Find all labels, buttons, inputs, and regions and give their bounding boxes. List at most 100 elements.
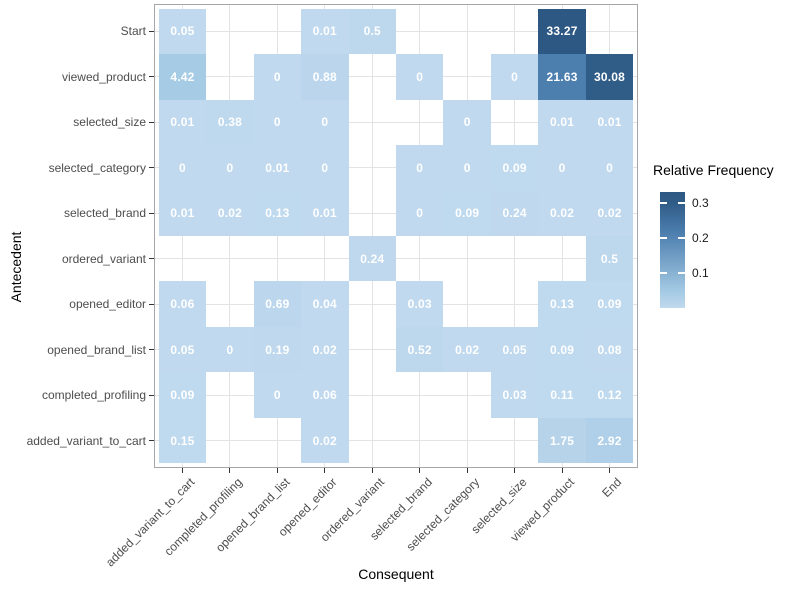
heatmap-cell: 0.02 bbox=[443, 326, 491, 373]
gridline bbox=[154, 30, 638, 32]
gridline bbox=[419, 4, 421, 468]
heatmap-cell: 0.03 bbox=[396, 281, 444, 327]
heatmap-cell: 4.42 bbox=[158, 54, 207, 100]
y-tick-label: completed_profiling bbox=[41, 388, 146, 403]
heatmap-cell: 0.5 bbox=[585, 236, 634, 282]
heatmap-cell: 0.13 bbox=[253, 190, 302, 236]
heatmap-cell: 0.01 bbox=[158, 190, 207, 236]
heatmap-cell: 0.05 bbox=[158, 326, 207, 373]
heatmap-cell: 2.92 bbox=[585, 417, 634, 464]
gridline bbox=[181, 4, 183, 468]
heatmap-cell: 0.02 bbox=[301, 417, 349, 464]
heatmap-cell: 0 bbox=[396, 54, 444, 100]
heatmap-cell: 0.09 bbox=[538, 326, 586, 373]
heatmap-cell: 0.88 bbox=[301, 54, 349, 100]
heatmap-cell: 0.09 bbox=[490, 145, 539, 191]
heatmap-cell: 0.03 bbox=[490, 372, 539, 418]
heatmap-cell: 0 bbox=[443, 99, 491, 145]
x-tick-mark bbox=[466, 468, 468, 473]
heatmap-cell: 0 bbox=[396, 145, 444, 191]
heatmap-cell: 0.06 bbox=[301, 372, 349, 418]
x-tick-mark bbox=[371, 468, 373, 473]
heatmap-cell: 0 bbox=[301, 99, 349, 145]
legend-tick-label: 0.3 bbox=[692, 196, 709, 211]
y-tick-mark bbox=[149, 30, 154, 32]
heatmap-cell: 0.24 bbox=[490, 190, 539, 236]
y-tick-label: opened_brand_list bbox=[47, 342, 146, 357]
heatmap-cell: 0.15 bbox=[158, 417, 207, 464]
legend: Relative Frequency 0.3 0.2 0.1 bbox=[646, 160, 796, 320]
heatmap-cell: 0.02 bbox=[206, 190, 254, 236]
legend-tick-mark bbox=[678, 237, 685, 240]
legend-colorbar bbox=[660, 192, 685, 308]
heatmap-cell: 0 bbox=[253, 99, 302, 145]
heatmap-cell: 0.02 bbox=[301, 326, 349, 373]
x-tick-label: End bbox=[599, 475, 625, 501]
plot-panel: 0.05 0.01 0.5 33.27 4.42 0 0.88 0 0 21.63 30.08 0.0… bbox=[154, 4, 638, 468]
heatmap-cell: 0.01 bbox=[253, 145, 302, 191]
heatmap-cell: 0.01 bbox=[301, 8, 349, 55]
heatmap-cell: 0 bbox=[585, 145, 634, 191]
heatmap-cell: 0.08 bbox=[585, 326, 634, 373]
x-tick-mark bbox=[229, 468, 231, 473]
legend-tick-mark bbox=[660, 202, 667, 205]
heatmap-cell: 0.19 bbox=[253, 326, 302, 373]
heatmap-cell: 0 bbox=[301, 145, 349, 191]
gridline bbox=[276, 4, 278, 468]
legend-tick-mark bbox=[660, 237, 667, 240]
heatmap-cell: 0 bbox=[206, 326, 254, 373]
y-tick-mark bbox=[149, 121, 154, 123]
heatmap-cell: 0.12 bbox=[585, 372, 634, 418]
x-tick-label: added_variant_to_cart bbox=[103, 475, 198, 570]
y-tick-mark bbox=[149, 349, 154, 351]
y-tick-mark bbox=[149, 167, 154, 169]
heatmap-cell: 0.11 bbox=[538, 372, 586, 418]
x-tick-mark bbox=[419, 468, 421, 473]
y-tick-label: ordered_variant bbox=[61, 251, 146, 266]
heatmap-cell: 0.13 bbox=[538, 281, 586, 327]
heatmap-cell: 33.27 bbox=[538, 8, 586, 55]
gridline bbox=[154, 121, 638, 123]
heatmap-cell: 0 bbox=[206, 145, 254, 191]
y-tick-label: added_variant_to_cart bbox=[26, 433, 146, 448]
legend-tick-label: 0.1 bbox=[692, 266, 709, 281]
y-tick-label: Start bbox=[120, 24, 146, 39]
legend-tick-label: 0.2 bbox=[692, 231, 709, 246]
heatmap-cell: 0.09 bbox=[585, 281, 634, 327]
heatmap-cell: 0.01 bbox=[158, 99, 207, 145]
heatmap-cell: 0.01 bbox=[301, 190, 349, 236]
gridline bbox=[561, 4, 563, 468]
y-tick-label: selected_category bbox=[48, 160, 146, 175]
gridline bbox=[154, 394, 638, 396]
x-tick-mark bbox=[609, 468, 611, 473]
gridline bbox=[514, 4, 516, 468]
y-tick-mark bbox=[149, 258, 154, 260]
y-tick-label: selected_size bbox=[73, 115, 146, 130]
x-tick-mark bbox=[324, 468, 326, 473]
heatmap-cell: 0.09 bbox=[158, 372, 207, 418]
heatmap-cell: 0.69 bbox=[253, 281, 302, 327]
heatmap-cell: 0 bbox=[253, 54, 302, 100]
legend-tick-mark bbox=[660, 272, 667, 275]
heatmap-cell: 0 bbox=[490, 54, 539, 100]
y-tick-label: selected_brand bbox=[63, 206, 146, 221]
heatmap-cell: 1.75 bbox=[538, 417, 586, 464]
heatmap-cell: 0.01 bbox=[585, 99, 634, 145]
x-tick-mark bbox=[276, 468, 278, 473]
heatmap-cell: 0.52 bbox=[396, 326, 444, 373]
heatmap-cell: 0 bbox=[253, 372, 302, 418]
heatmap-cell: 0.24 bbox=[348, 236, 396, 282]
y-tick-mark bbox=[149, 212, 154, 214]
heatmap-cell: 0.04 bbox=[301, 281, 349, 327]
heatmap-cell: 0.5 bbox=[348, 8, 396, 55]
y-tick-label: viewed_product bbox=[61, 69, 146, 84]
y-tick-mark bbox=[149, 303, 154, 305]
heatmap-cell: 0.01 bbox=[538, 99, 586, 145]
legend-title: Relative Frequency bbox=[653, 162, 774, 178]
heatmap-cell: 0.06 bbox=[158, 281, 207, 327]
gridline bbox=[229, 4, 231, 468]
heatmap-cell: 0.02 bbox=[585, 190, 634, 236]
y-axis-title: Antecedent bbox=[8, 231, 24, 303]
heatmap-cell: 0 bbox=[396, 190, 444, 236]
